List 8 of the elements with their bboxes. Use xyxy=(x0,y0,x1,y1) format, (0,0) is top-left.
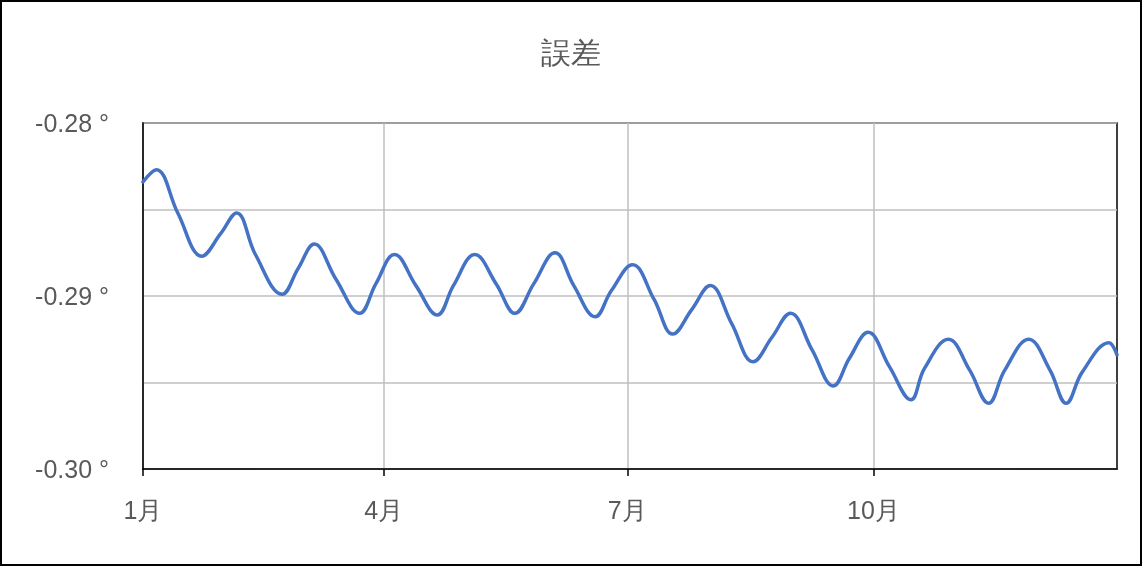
y-tick-label: -0.29 ° xyxy=(35,282,109,310)
y-tick-label: -0.28 ° xyxy=(35,109,109,137)
x-tick-label: 7月 xyxy=(607,495,647,524)
x-tick-label: 1月 xyxy=(123,495,163,524)
y-tick-label: -0.30 ° xyxy=(35,455,109,483)
x-tick-label: 4月 xyxy=(364,495,404,524)
x-tick-label: 10月 xyxy=(847,495,900,524)
chart-title: 誤差 xyxy=(541,35,601,69)
